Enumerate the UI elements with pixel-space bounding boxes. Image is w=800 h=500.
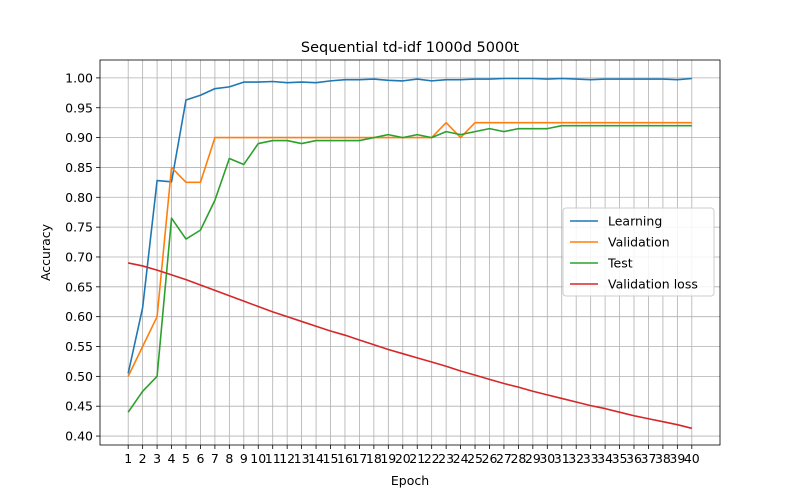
series-line-test — [127, 124, 692, 413]
x-tick-label: 31 — [554, 451, 570, 466]
x-tick-label: 23 — [438, 451, 454, 466]
y-tick-label: 1.00 — [65, 70, 93, 85]
x-tick-label: 22 — [424, 451, 440, 466]
x-tick-label: 12 — [279, 451, 295, 466]
x-tick-label: 14 — [308, 451, 324, 466]
chart-title: Sequential td-idf 1000d 5000t — [301, 40, 520, 56]
legend-entry: Validation — [608, 235, 670, 250]
series-line-validation-loss — [128, 262, 693, 430]
x-tick-label: 24 — [453, 451, 469, 466]
x-tick-label: 8 — [225, 451, 233, 466]
y-axis: 0.40 0.45 0.50 0.55 0.60 0.65 0.70 0.75 0.80 0.85… — [65, 70, 100, 444]
x-tick-label: 29 — [525, 451, 541, 466]
x-axis: 1 2 3 4 5 6 7 8 9 1011121314151617181920212223242… — [124, 445, 700, 466]
x-tick-label: 27 — [496, 451, 512, 466]
x-tick-label: 32 — [568, 451, 584, 466]
x-tick-label: 38 — [655, 451, 671, 466]
x-tick-label: 11 — [265, 451, 281, 466]
legend: Learning Validation Test Validation loss — [562, 207, 715, 297]
x-tick-label: 16 — [337, 451, 353, 466]
x-tick-label: 20 — [395, 451, 411, 466]
x-tick-label: 2 — [139, 451, 147, 466]
x-tick-label: 39 — [669, 451, 685, 466]
y-tick-label: 0.75 — [65, 220, 93, 235]
x-tick-label: 5 — [182, 451, 190, 466]
series-line-validation — [127, 121, 692, 377]
x-tick-label: 25 — [467, 451, 483, 466]
legend-entry: Validation loss — [608, 277, 698, 292]
x-tick-label: 6 — [196, 451, 204, 466]
x-tick-label: 36 — [626, 451, 642, 466]
x-tick-label: 13 — [294, 451, 310, 466]
legend-entry: Test — [607, 256, 633, 271]
y-tick-label: 0.55 — [65, 339, 93, 354]
y-tick-label: 0.70 — [65, 249, 93, 264]
x-tick-label: 30 — [539, 451, 555, 466]
x-tick-label: 28 — [510, 451, 526, 466]
x-tick-label: 19 — [380, 451, 396, 466]
x-tick-label: 21 — [409, 451, 425, 466]
x-axis-label: Epoch — [391, 473, 429, 488]
x-tick-label: 35 — [612, 451, 628, 466]
y-tick-label: 0.45 — [65, 399, 93, 414]
legend-box — [562, 207, 715, 297]
x-tick-label: 1 — [124, 451, 132, 466]
x-tick-label: 4 — [168, 451, 176, 466]
x-tick-label: 34 — [597, 451, 613, 466]
y-tick-label: 0.65 — [65, 279, 93, 294]
x-tick-label: 40 — [684, 451, 700, 466]
legend-entry: Learning — [608, 214, 662, 229]
series-layer — [127, 77, 693, 430]
y-tick-label: 0.50 — [65, 369, 93, 384]
y-tick-label: 0.40 — [65, 429, 93, 444]
x-tick-label: 37 — [641, 451, 657, 466]
y-tick-label: 0.90 — [65, 130, 93, 145]
x-tick-label: 26 — [482, 451, 498, 466]
y-tick-label: 0.80 — [65, 190, 93, 205]
x-tick-label: 15 — [323, 451, 339, 466]
y-tick-label: 0.85 — [65, 160, 93, 175]
y-tick-label: 0.95 — [65, 100, 93, 115]
series-line-learning — [127, 77, 692, 374]
y-axis-label: Accuracy — [38, 223, 53, 281]
x-tick-label: 3 — [153, 451, 161, 466]
x-tick-label: 10 — [250, 451, 266, 466]
x-tick-label: 9 — [240, 451, 248, 466]
x-tick-label: 7 — [211, 451, 219, 466]
x-tick-label: 33 — [583, 451, 599, 466]
x-tick-label: 17 — [351, 451, 367, 466]
plot-frame — [99, 59, 721, 446]
y-tick-label: 0.60 — [65, 309, 93, 324]
x-tick-label: 18 — [366, 451, 382, 466]
